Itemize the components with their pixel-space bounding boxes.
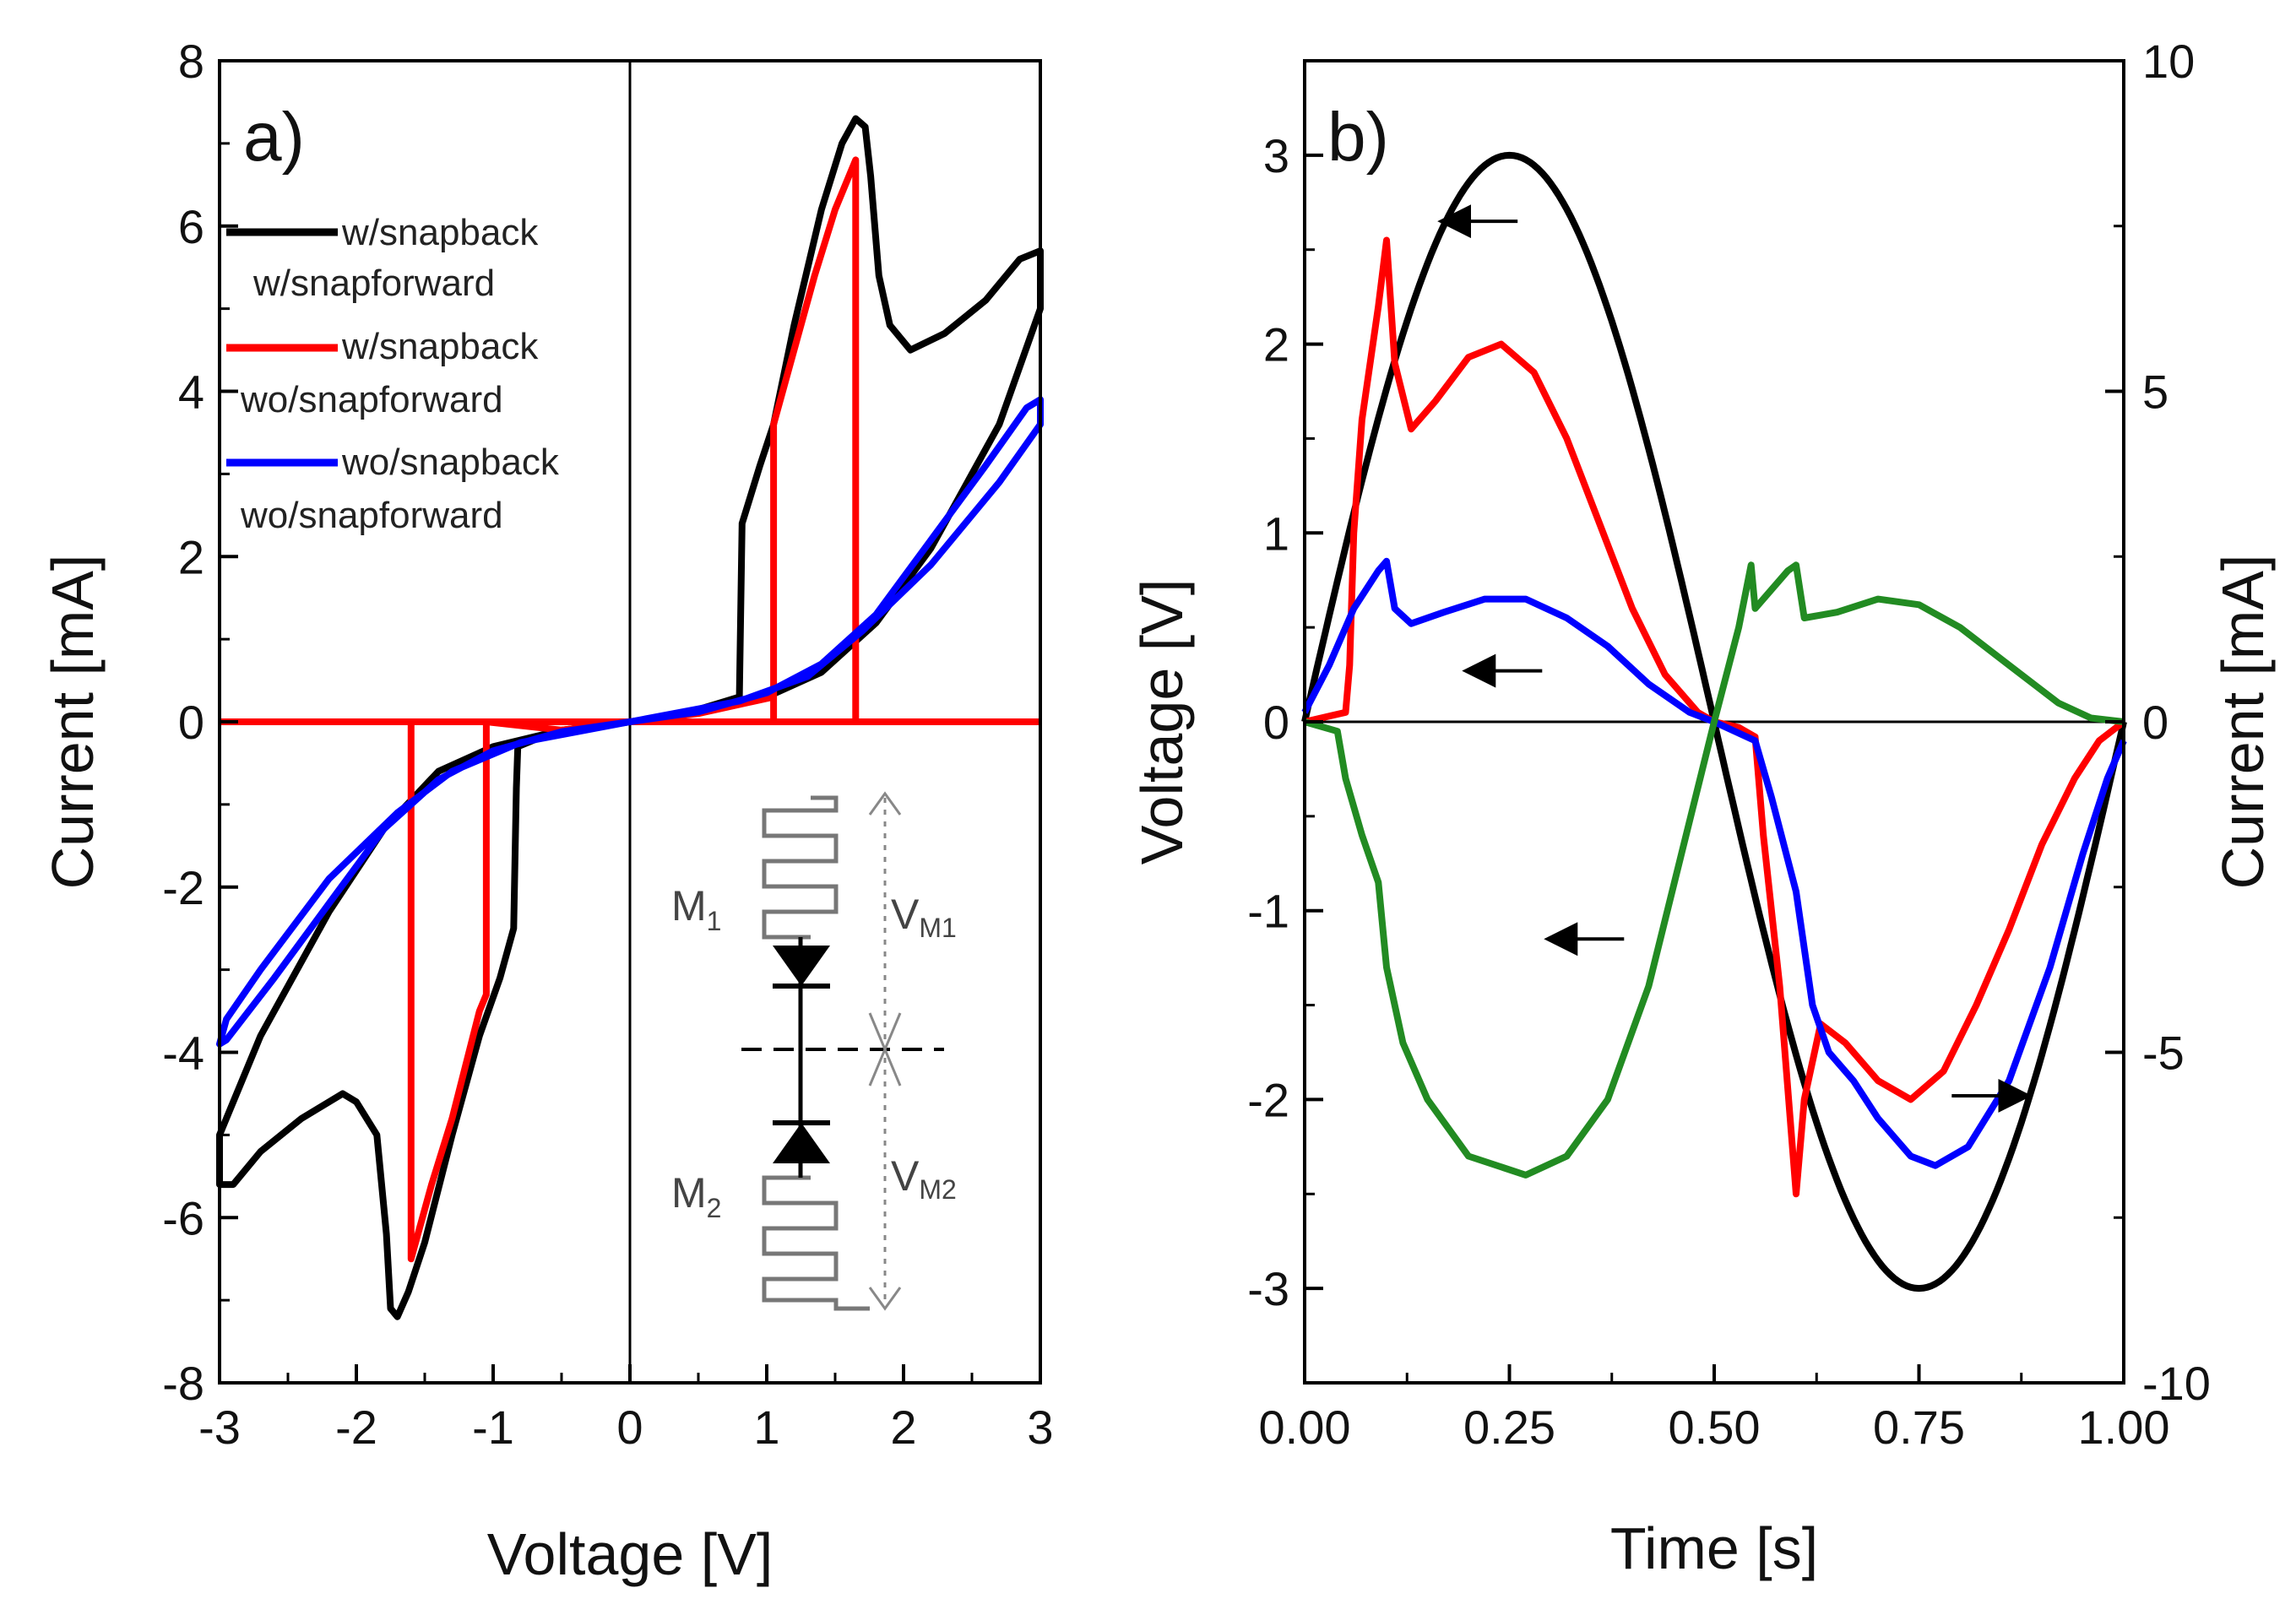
panel-b-label: b) bbox=[1327, 99, 1389, 176]
panel-b-y2tick-label: 10 bbox=[2142, 35, 2195, 88]
panel-b-xtick-label: 0.75 bbox=[1873, 1401, 1965, 1454]
vm1-arrowhead-top bbox=[868, 791, 902, 816]
panel-a-ytick-label: 6 bbox=[178, 200, 204, 253]
panel-a-xtick-label: 0 bbox=[616, 1401, 643, 1454]
vm-mid-arrowheads bbox=[868, 1012, 902, 1087]
panel-b-xtick-label: 0.00 bbox=[1259, 1401, 1351, 1454]
inset-vm2-sub: M2 bbox=[919, 1174, 956, 1205]
panel-b-xtick-label: 0.25 bbox=[1463, 1401, 1555, 1454]
series-red-loop bbox=[220, 718, 490, 1263]
legend-text-blue-2: wo/snapforward bbox=[240, 495, 503, 536]
panel-a-ytick-label: 0 bbox=[178, 696, 204, 749]
panel-a-ytick-label: -4 bbox=[162, 1027, 204, 1080]
panel-b-ytick-label: 2 bbox=[1263, 318, 1289, 371]
legend-text-red-1: w/snapback bbox=[341, 326, 539, 367]
panel-b-y2tick-label: -10 bbox=[2142, 1357, 2211, 1410]
panel-a: -3 -2 -1 0 1 2 3 -8 -6 -4 -2 0 2 4 6 8 a) Voltage [V] C… bbox=[40, 35, 1054, 1587]
series-red-loop-segment bbox=[770, 156, 860, 722]
inset-label-m2: M2 bbox=[671, 1169, 721, 1223]
inset-m1-letter: M bbox=[671, 882, 707, 929]
panel-a-ytick-label: 8 bbox=[178, 35, 204, 88]
inset-m1-sub: 1 bbox=[707, 906, 722, 936]
panel-a-xtick-label: 1 bbox=[753, 1401, 779, 1454]
memristor-m2-symbol bbox=[762, 1175, 870, 1311]
panel-b-y2label: Current [mA] bbox=[2210, 555, 2276, 890]
panel-a-xlabel: Voltage [V] bbox=[487, 1521, 773, 1587]
panel-b-ylabel: Voltage [V] bbox=[1129, 579, 1195, 865]
memristor-m1-symbol bbox=[762, 795, 839, 940]
panel-a-xtick-label: -3 bbox=[198, 1401, 241, 1454]
panel-b-ytick-label: 0 bbox=[1263, 696, 1289, 749]
panel-b-arrows bbox=[1437, 204, 2033, 1113]
panel-b-xlabel: Time [s] bbox=[1610, 1515, 1818, 1581]
inset-label-vm1: VM1 bbox=[891, 891, 957, 943]
panel-a-legend: w/snapback w/snapforward w/snapback wo/s… bbox=[226, 212, 560, 536]
circuit-inset: M1 M2 VM1 VM2 bbox=[671, 791, 957, 1311]
panel-b-ytick-label: 3 bbox=[1263, 129, 1289, 182]
vm2-arrowhead-bottom bbox=[868, 1287, 902, 1311]
panel-a-series bbox=[216, 115, 1044, 1320]
panel-b-xtick-label: 0.50 bbox=[1669, 1401, 1761, 1454]
inset-m2-sub: 2 bbox=[707, 1193, 722, 1223]
legend-text-blue-1: wo/snapback bbox=[341, 442, 560, 483]
inset-vm1-sub: M1 bbox=[919, 913, 956, 943]
series-current-green bbox=[1303, 561, 2125, 1179]
panel-a-ytick-label: 2 bbox=[178, 530, 204, 583]
panel-a-xtick-label: 3 bbox=[1027, 1401, 1053, 1454]
panel-b-ytick-label: 1 bbox=[1263, 507, 1289, 560]
legend-text-black-1: w/snapback bbox=[341, 212, 539, 253]
panel-b: 0.00 0.25 0.50 0.75 1.00-3-2-10123-10-50510 … bbox=[1129, 35, 2276, 1581]
panel-a-ytick-label: -8 bbox=[162, 1357, 204, 1410]
panel-a-xtick-label: 2 bbox=[890, 1401, 916, 1454]
panel-b-ytick-label: -3 bbox=[1247, 1262, 1289, 1315]
panel-b-xtick-label: 1.00 bbox=[2078, 1401, 2170, 1454]
series-blue-loop bbox=[216, 396, 1044, 1048]
panel-b-y2tick-label: 5 bbox=[2142, 366, 2168, 419]
inset-vm1-letter: V bbox=[891, 891, 920, 938]
panel-b-y2tick-label: 0 bbox=[2142, 696, 2168, 749]
diode-1-icon bbox=[773, 946, 830, 986]
diode-2-icon bbox=[773, 1123, 830, 1163]
panel-b-ytick-label: -1 bbox=[1247, 885, 1289, 938]
panel-a-ytick-label: -6 bbox=[162, 1191, 204, 1244]
panel-b-y2tick-label: -5 bbox=[2142, 1027, 2185, 1080]
series-current-blue bbox=[1301, 557, 2127, 1169]
panel-a-label: a) bbox=[243, 99, 305, 176]
legend-text-black-2: w/snapforward bbox=[252, 263, 495, 304]
panel-a-xtick-label: -1 bbox=[472, 1401, 514, 1454]
inset-vm2-letter: V bbox=[891, 1152, 920, 1200]
panel-b-ytick-label: -2 bbox=[1247, 1073, 1289, 1126]
inset-label-vm2: VM2 bbox=[891, 1152, 957, 1205]
panel-a-ytick-label: 4 bbox=[178, 366, 204, 419]
panel-a-xtick-label: -2 bbox=[335, 1401, 377, 1454]
legend-text-red-2: wo/snapforward bbox=[240, 379, 503, 420]
inset-m2-letter: M bbox=[671, 1169, 707, 1217]
panel-a-ylabel: Current [mA] bbox=[40, 555, 106, 890]
panel-a-ytick-label: -2 bbox=[162, 861, 204, 914]
inset-label-m1: M1 bbox=[671, 882, 721, 936]
panel-a-ticks: -3 -2 -1 0 1 2 3 -8 -6 -4 -2 0 2 4 6 8 bbox=[162, 35, 1053, 1454]
